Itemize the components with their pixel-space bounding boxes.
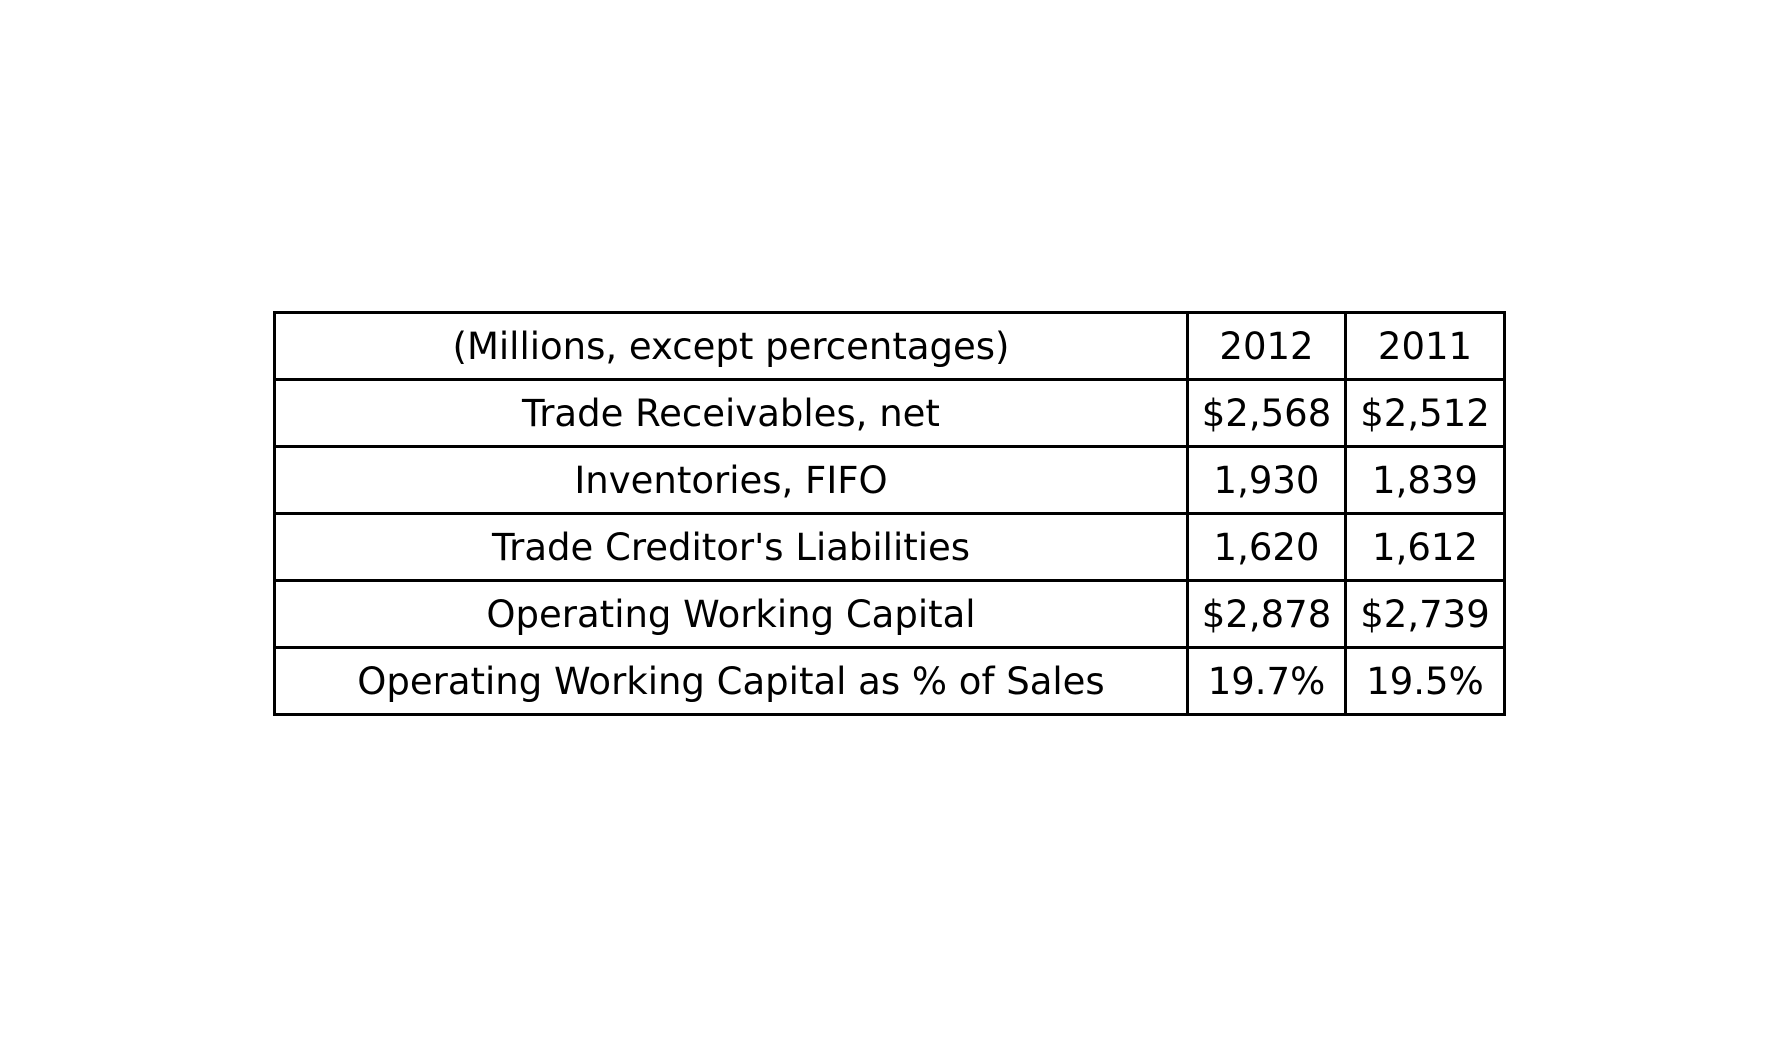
value-cell-2011: $2,512: [1344, 378, 1506, 448]
value-cell-2011: 1,839: [1344, 445, 1506, 515]
row-label-cell: Trade Creditor's Liabilities: [273, 512, 1189, 582]
table-row: Inventories, FIFO 1,930 1,839: [273, 445, 1506, 515]
header-cell-label: (Millions, except percentages): [273, 311, 1189, 381]
value-cell-2011: $2,739: [1344, 579, 1506, 649]
row-label-cell: Operating Working Capital as % of Sales: [273, 646, 1189, 716]
table-row: Operating Working Capital $2,878 $2,739: [273, 579, 1506, 649]
table-row: Trade Creditor's Liabilities 1,620 1,612: [273, 512, 1506, 582]
table-row: Operating Working Capital as % of Sales …: [273, 646, 1506, 716]
value-cell-2011: 19.5%: [1344, 646, 1506, 716]
header-cell-2012: 2012: [1186, 311, 1347, 381]
value-cell-2012: $2,568: [1186, 378, 1347, 448]
value-cell-2012: $2,878: [1186, 579, 1347, 649]
table-header-row: (Millions, except percentages) 2012 2011: [273, 311, 1506, 381]
row-label-cell: Operating Working Capital: [273, 579, 1189, 649]
data-table: (Millions, except percentages) 2012 2011…: [273, 311, 1506, 716]
row-label-cell: Trade Receivables, net: [273, 378, 1189, 448]
value-cell-2012: 19.7%: [1186, 646, 1347, 716]
row-label-cell: Inventories, FIFO: [273, 445, 1189, 515]
value-cell-2012: 1,620: [1186, 512, 1347, 582]
table-row: Trade Receivables, net $2,568 $2,512: [273, 378, 1506, 448]
value-cell-2012: 1,930: [1186, 445, 1347, 515]
value-cell-2011: 1,612: [1344, 512, 1506, 582]
header-cell-2011: 2011: [1344, 311, 1506, 381]
